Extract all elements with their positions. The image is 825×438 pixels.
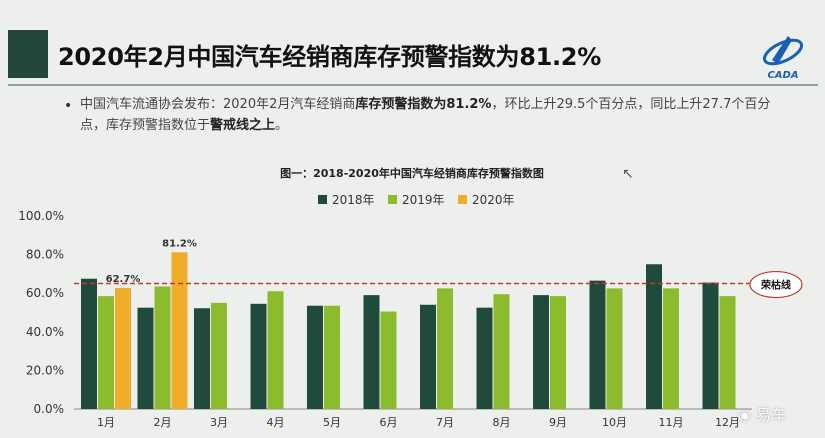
bar-2019年-10月 [606,288,623,409]
bar-2019年-11月 [663,288,679,409]
x-tick-label: 10月 [602,416,627,429]
legend-swatch-0 [318,195,327,204]
x-tick-label: 5月 [323,416,341,429]
y-tick-label: 40.0% [26,325,64,339]
x-tick-label: 8月 [493,416,511,429]
x-tick-label: 4月 [267,416,285,429]
bar-2019年-5月 [324,305,340,409]
legend-swatch-1 [388,195,397,204]
bar-2018年-11月 [646,264,662,409]
bar-2020年-2月 [171,252,188,409]
bar-2019年-9月 [550,296,566,409]
bullet-bold-1: 库存预警指数为81.2% [355,97,492,112]
mouse-cursor-icon: ↖ [622,166,634,182]
bar-2018年-8月 [476,307,493,409]
bar-2020年-1月 [115,287,131,409]
x-tick-label: 9月 [549,416,567,429]
legend-swatch-2 [458,195,467,204]
chart-title: 图一：2018-2020年中国汽车经销商库存预警指数图 [280,166,544,180]
bullet-bold-2: 警戒线之上 [210,118,276,133]
legend-label-2: 2020年 [472,193,515,207]
y-tick-label: 80.0% [26,248,64,262]
y-tick-label: 60.0% [26,286,64,300]
bullet-part-1: 中国汽车流通协会发布：2020年2月汽车经销商 [80,97,356,112]
bar-2019年-3月 [211,302,227,409]
title-accent-bar [8,30,48,78]
data-label-0: 62.7% [106,274,141,285]
bar-2018年-4月 [250,303,267,409]
title-divider [8,84,818,86]
bar-2018年-10月 [589,280,606,409]
x-tick-label: 2月 [154,416,172,429]
x-tick-label: 7月 [436,416,454,429]
bar-2019年-12月 [719,296,736,409]
bar-2019年-2月 [154,286,171,409]
bar-2019年-4月 [267,291,284,409]
y-tick-label: 0.0% [34,402,65,416]
x-tick-label: 6月 [380,416,398,429]
bar-2019年-8月 [493,294,510,409]
y-tick-label: 100.0% [18,209,64,223]
cada-logo-icon: CADA [762,36,804,81]
legend-label-0: 2018年 [332,193,375,207]
bar-2019年-1月 [98,296,114,409]
bar-2018年-9月 [533,295,549,409]
x-tick-label: 1月 [97,416,115,429]
bullet-part-2: ，环比上升29.5个百分点，同比上升27.7个百分点，库存预警指数位于 [80,97,771,133]
bar-2019年-6月 [380,311,397,409]
bar-2018年-6月 [363,295,380,409]
reference-line-label: 荣枯线 [760,279,791,292]
bar-2018年-12月 [702,282,719,409]
x-tick-label: 11月 [659,416,684,429]
bullet-text: 中国汽车流通协会发布：2020年2月汽车经销商库存预警指数为81.2%，环比上升… [80,94,780,136]
watermark-text: 易车 [755,406,786,424]
x-tick-label: 3月 [210,416,228,429]
reference-line-badge [749,270,803,299]
data-label-1: 81.2% [162,238,197,249]
legend-label-1: 2019年 [402,193,445,207]
bullet-marker: • [64,98,73,114]
bar-2018年-7月 [420,304,436,409]
bar-2018年-5月 [307,305,323,409]
bar-2019年-7月 [437,288,453,409]
watermark: ◉ 易车 [738,406,786,424]
bar-2018年-1月 [81,278,97,409]
logo-text: CADA [767,70,798,81]
x-tick-label: 12月 [715,416,740,429]
bar-2018年-3月 [194,308,210,409]
y-tick-label: 20.0% [26,363,64,377]
page-title: 2020年2月中国汽车经销商库存预警指数为81.2% [58,43,601,71]
bar-2018年-2月 [137,307,154,409]
bullet-part-3: 。 [275,118,289,133]
